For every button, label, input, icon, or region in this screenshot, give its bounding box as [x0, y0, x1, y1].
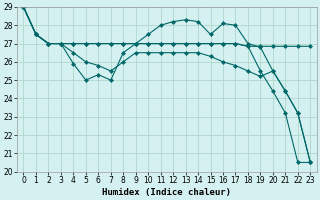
X-axis label: Humidex (Indice chaleur): Humidex (Indice chaleur): [102, 188, 231, 197]
